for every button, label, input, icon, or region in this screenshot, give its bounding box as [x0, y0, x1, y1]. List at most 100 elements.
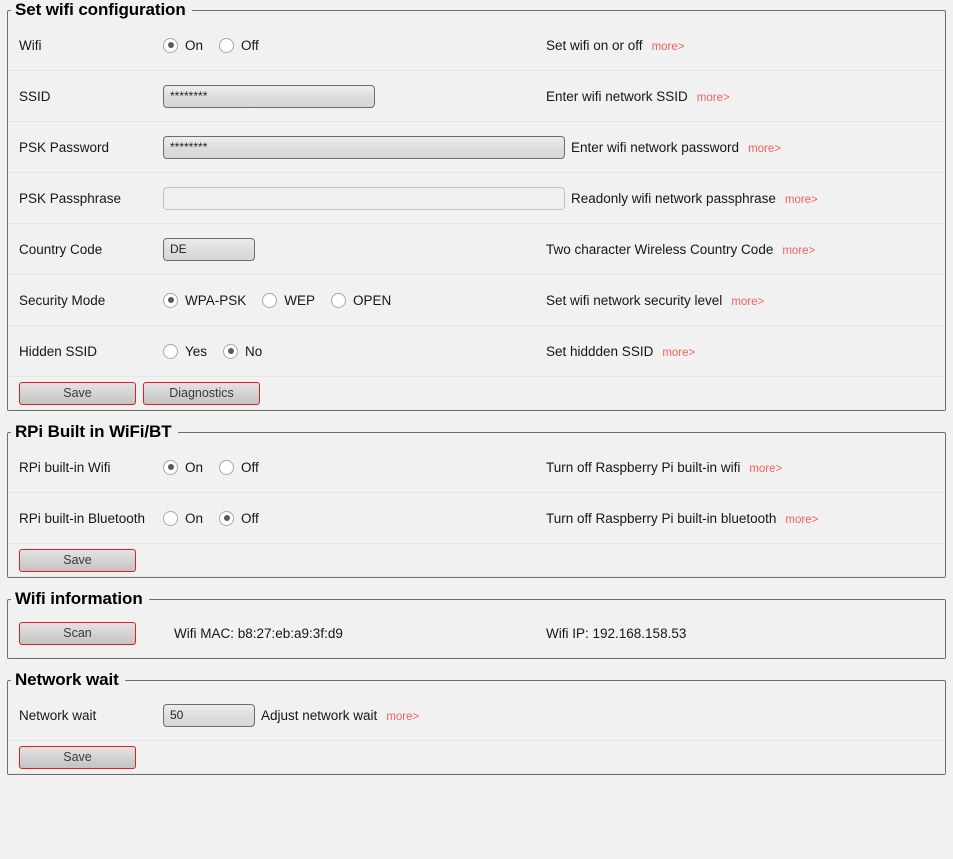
desc-security-mode: Set wifi network security level more>: [546, 293, 945, 308]
desc-text: Turn off Raspberry Pi built-in wifi: [546, 459, 741, 475]
save-button-wifi-config[interactable]: Save: [19, 381, 136, 405]
section-legend-wifi-information: Wifi information: [15, 589, 143, 608]
radio-dot-icon[interactable]: [223, 343, 239, 359]
more-link-rpi-bluetooth[interactable]: more>: [785, 513, 819, 526]
country-code-input-wrap: [163, 237, 546, 261]
more-link-psk-password[interactable]: more>: [748, 142, 781, 155]
section-network-wait: Network wait Network wait Adjust network…: [7, 670, 946, 775]
desc-text: Readonly wifi network passphrase: [571, 190, 776, 206]
diagnostics-button[interactable]: Diagnostics: [143, 381, 260, 405]
more-link-hidden-ssid[interactable]: more>: [662, 346, 696, 359]
radio-label: WEP: [284, 292, 316, 308]
row-rpi-builtin-buttons: Save: [8, 544, 945, 577]
radio-security-wpa-psk[interactable]: WPA-PSK: [163, 292, 246, 308]
label-psk-password: PSK Password: [19, 139, 110, 155]
psk-password-input[interactable]: [163, 135, 565, 159]
row-rpi-builtin-wifi: RPi built-in Wifi On Off Turn o: [8, 442, 945, 493]
radio-label: OPEN: [353, 292, 392, 308]
desc-text: Two character Wireless Country Code: [546, 241, 774, 257]
label-security-mode: Security Mode: [19, 292, 106, 308]
radio-rpi-wifi-off[interactable]: Off: [219, 459, 259, 475]
more-link-ssid[interactable]: more>: [696, 91, 730, 104]
label-network-wait: Network wait: [19, 707, 97, 723]
row-security-mode: Security Mode WPA-PSK WEP OP: [8, 275, 945, 326]
hidden-ssid-radio-group: Yes No: [163, 343, 546, 359]
row-country-code: Country Code Two character Wireless Coun…: [8, 224, 945, 275]
radio-rpi-bluetooth-on[interactable]: On: [163, 510, 204, 526]
ssid-input-wrap: [163, 84, 546, 108]
desc-ssid: Enter wifi network SSID more>: [546, 89, 945, 104]
section-rpi-builtin-wifi-bt: RPi Built in WiFi/BT RPi built-in Wifi O…: [7, 422, 946, 578]
security-mode-radio-group: WPA-PSK WEP OPEN: [163, 292, 546, 308]
radio-wifi-on[interactable]: On: [163, 37, 203, 53]
radio-dot-icon[interactable]: [163, 292, 178, 308]
radio-hidden-ssid-no[interactable]: No: [223, 343, 262, 359]
desc-text: Adjust network wait: [261, 707, 378, 723]
more-link-wifi[interactable]: more>: [651, 40, 685, 53]
radio-hidden-ssid-yes[interactable]: Yes: [163, 343, 207, 359]
rpi-bluetooth-radio-group: On Off: [163, 510, 546, 526]
wifi-mac-text: Wifi MAC: b8:27:eb:a9:3f:d9: [174, 625, 343, 641]
section-set-wifi-configuration: Set wifi configuration Wifi On Off: [7, 0, 946, 411]
radio-circle-icon[interactable]: [219, 37, 235, 53]
save-button-network-wait[interactable]: Save: [19, 745, 136, 769]
row-wifi-config-buttons: Save Diagnostics: [8, 377, 945, 410]
label-rpi-builtin-bluetooth: RPi built-in Bluetooth: [19, 510, 146, 526]
radio-rpi-wifi-on[interactable]: On: [163, 459, 203, 475]
radio-circle-icon[interactable]: [262, 292, 278, 308]
section-legend-wifi-config: Set wifi configuration: [15, 0, 186, 19]
desc-text: Set wifi on or off: [546, 37, 643, 53]
wifi-settings-page: Set wifi configuration Wifi On Off: [7, 0, 946, 775]
radio-label: On: [185, 510, 204, 526]
wifi-config-body: Wifi On Off Set wifi on or off: [8, 20, 945, 410]
more-link-country-code[interactable]: more>: [782, 244, 816, 257]
radio-dot-icon[interactable]: [219, 510, 235, 526]
rpi-builtin-body: RPi built-in Wifi On Off Turn o: [8, 442, 945, 577]
radio-wifi-off[interactable]: Off: [219, 37, 259, 53]
radio-dot-icon[interactable]: [163, 459, 178, 475]
wifi-radio-group: On Off: [163, 37, 546, 53]
row-wifi: Wifi On Off Set wifi on or off: [8, 20, 945, 71]
label-country-code: Country Code: [19, 241, 103, 257]
more-link-network-wait[interactable]: more>: [386, 710, 420, 723]
radio-circle-icon[interactable]: [331, 292, 347, 308]
desc-country-code: Two character Wireless Country Code more…: [546, 242, 945, 257]
country-code-input[interactable]: [163, 237, 255, 261]
desc-psk-password: Enter wifi network password more>: [565, 140, 945, 155]
radio-rpi-bluetooth-off[interactable]: Off: [219, 510, 259, 526]
desc-rpi-builtin-bluetooth: Turn off Raspberry Pi built-in bluetooth…: [546, 511, 945, 526]
network-wait-body: Network wait Adjust network wait more> S…: [8, 690, 945, 774]
row-ssid: SSID Enter wifi network SSID more>: [8, 71, 945, 122]
radio-security-wep[interactable]: WEP: [262, 292, 316, 308]
desc-text: Turn off Raspberry Pi built-in bluetooth: [546, 510, 777, 526]
save-button-rpi-builtin[interactable]: Save: [19, 548, 136, 572]
section-wifi-information: Wifi information Scan Wifi MAC: b8:27:eb…: [7, 589, 946, 659]
desc-wifi: Set wifi on or off more>: [546, 38, 945, 53]
radio-circle-icon[interactable]: [163, 343, 178, 359]
more-link-psk-passphrase[interactable]: more>: [784, 193, 818, 206]
radio-label: Off: [241, 510, 259, 526]
scan-button-wrap: Scan: [8, 621, 163, 645]
row-wifi-information: Scan Wifi MAC: b8:27:eb:a9:3f:d9 Wifi IP…: [8, 609, 945, 658]
label-psk-passphrase: PSK Passphrase: [19, 190, 122, 206]
row-rpi-builtin-bluetooth: RPi built-in Bluetooth On Off T: [8, 493, 945, 544]
desc-text: Enter wifi network SSID: [546, 88, 688, 104]
ssid-input[interactable]: [163, 84, 375, 108]
desc-text: Set hiddden SSID: [546, 343, 654, 359]
wifi-information-body: Scan Wifi MAC: b8:27:eb:a9:3f:d9 Wifi IP…: [8, 609, 945, 658]
radio-circle-icon[interactable]: [219, 459, 235, 475]
radio-label: Off: [241, 459, 259, 475]
more-link-rpi-wifi[interactable]: more>: [749, 462, 783, 475]
network-wait-input[interactable]: [163, 703, 255, 727]
psk-passphrase-input-wrap: [163, 186, 565, 210]
scan-button[interactable]: Scan: [19, 621, 136, 645]
psk-password-input-wrap: [163, 135, 565, 159]
radio-circle-icon[interactable]: [163, 510, 178, 526]
row-network-wait-buttons: Save: [8, 741, 945, 774]
label-wifi: Wifi: [19, 37, 42, 53]
radio-dot-icon[interactable]: [163, 37, 178, 53]
more-link-security-mode[interactable]: more>: [731, 295, 765, 308]
wifi-ip-text: Wifi IP: 192.168.158.53: [546, 625, 687, 641]
section-legend-rpi-builtin: RPi Built in WiFi/BT: [15, 422, 172, 441]
radio-security-open[interactable]: OPEN: [331, 292, 392, 308]
